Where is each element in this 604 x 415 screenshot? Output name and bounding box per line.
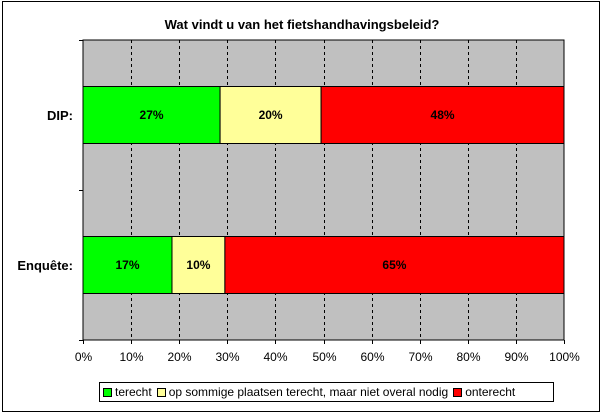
legend-label: op sommige plaatsen terecht, maar niet o… bbox=[168, 385, 449, 399]
x-tick-label: 30% bbox=[215, 350, 239, 364]
x-tick-label: 70% bbox=[408, 350, 432, 364]
bar-segment bbox=[219, 86, 322, 144]
legend-swatch bbox=[453, 387, 463, 397]
legend-label: terecht bbox=[115, 385, 152, 399]
legend-item: op sommige plaatsen terecht, maar niet o… bbox=[156, 385, 449, 399]
x-tick-label: 20% bbox=[167, 350, 191, 364]
x-tick-label: 40% bbox=[263, 350, 287, 364]
bar-segment bbox=[82, 86, 221, 144]
bar-segment bbox=[320, 86, 565, 144]
category-label: Enquête: bbox=[17, 258, 73, 273]
legend-swatch bbox=[156, 387, 166, 397]
data-label: 48% bbox=[431, 108, 455, 122]
legend-label: onterecht bbox=[465, 385, 516, 399]
data-label: 17% bbox=[115, 258, 139, 272]
x-tick-label: 80% bbox=[456, 350, 480, 364]
x-tick-label: 90% bbox=[504, 350, 528, 364]
legend-swatch bbox=[103, 387, 112, 397]
data-label: 65% bbox=[382, 258, 406, 272]
x-tick-label: 60% bbox=[360, 350, 384, 364]
plot-area bbox=[82, 39, 565, 341]
bar-segment bbox=[224, 236, 565, 294]
legend-item: onterecht bbox=[453, 385, 515, 399]
x-tick-label: 10% bbox=[119, 350, 143, 364]
x-tick-label: 0% bbox=[75, 350, 93, 364]
data-label: 10% bbox=[186, 258, 210, 272]
legend: terecht op sommige plaatsen terecht, maar… bbox=[99, 382, 554, 402]
x-tick-label: 100% bbox=[549, 350, 580, 364]
bar-segment bbox=[82, 236, 173, 294]
category-label: DIP: bbox=[47, 108, 73, 123]
legend-item: terecht bbox=[103, 385, 152, 399]
chart-title: Wat vindt u van het fietshandhavingsbele… bbox=[164, 17, 440, 32]
data-label: 20% bbox=[259, 108, 283, 122]
x-tick-label: 50% bbox=[312, 350, 336, 364]
data-label: 27% bbox=[140, 108, 164, 122]
